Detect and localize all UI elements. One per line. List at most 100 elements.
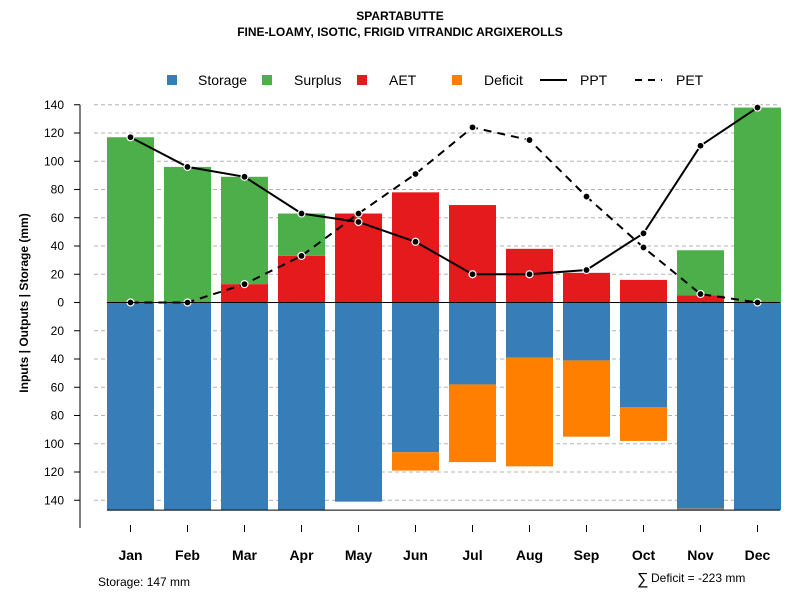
sum-symbol: ∑	[637, 571, 648, 588]
x-tick-label-jul: Jul	[462, 547, 482, 563]
y-tick-label: 20	[51, 324, 65, 338]
point-ppt-mar	[240, 172, 249, 181]
point-pet-aug	[525, 135, 534, 145]
storage-footer: Storage: 147 mm	[98, 575, 190, 589]
bar-aet-apr	[278, 255, 325, 303]
point-pet-mar	[240, 280, 249, 289]
point-ppt-may	[354, 217, 363, 227]
x-tick-label-nov: Nov	[687, 547, 714, 563]
x-tick-label-aug: Aug	[516, 547, 543, 563]
legend-swatch-storage	[167, 75, 177, 85]
bar-storage-feb	[164, 302, 211, 511]
legend-label-storage: Storage	[198, 72, 247, 88]
legend-swatch-deficit	[452, 75, 462, 85]
x-tick-label-apr: Apr	[289, 547, 314, 563]
bar-deficit-aug	[506, 357, 553, 467]
bar-surplus-dec	[734, 107, 781, 303]
point-pet-nov	[696, 289, 705, 299]
bars	[107, 107, 781, 511]
y-tick-label: 140	[44, 98, 64, 112]
deficit-footer: Deficit = -223 mm	[651, 571, 745, 585]
chart-title: SPARTABUTTE	[356, 9, 444, 23]
x-tick-label-jan: Jan	[118, 547, 142, 563]
y-tick-label: 140	[44, 493, 64, 507]
bar-deficit-jun	[392, 452, 439, 471]
point-ppt-oct	[639, 229, 648, 238]
bar-surplus-apr	[278, 213, 325, 256]
bar-storage-sep	[563, 302, 610, 361]
point-pet-sep	[582, 192, 591, 201]
y-tick-label: 100	[44, 437, 64, 451]
point-ppt-jul	[468, 270, 477, 279]
bar-surplus-jan	[107, 137, 154, 303]
y-tick-label: 60	[51, 211, 65, 225]
line-ppt	[130, 106, 759, 276]
bar-storage-may	[335, 302, 382, 502]
point-pet-oct	[639, 243, 648, 252]
y-tick-label: 40	[51, 239, 65, 253]
y-axis-label: Inputs | Outputs | Storage (mm)	[17, 213, 31, 392]
legend-swatch-aet	[357, 75, 367, 85]
bar-aet-nov	[677, 295, 724, 303]
point-pet-jun	[411, 169, 420, 179]
legend: Storage Surplus AET Deficit PPT PET	[167, 72, 704, 88]
legend-swatch-surplus	[262, 75, 272, 85]
x-tick-label-jun: Jun	[403, 547, 428, 563]
chart-subtitle: FINE-LOAMY, ISOTIC, FRIGID VITRANDIC ARG…	[237, 25, 563, 39]
bar-aet-jun	[392, 192, 439, 303]
y-tick-label: 120	[44, 126, 64, 140]
legend-label-aet: AET	[389, 72, 417, 88]
bar-surplus-feb	[164, 166, 211, 303]
x-tick-label-oct: Oct	[632, 547, 656, 563]
y-tick-label: 80	[51, 409, 65, 423]
x-tick-label-dec: Dec	[745, 547, 771, 563]
point-ppt-apr	[297, 209, 306, 218]
point-ppt-jun	[411, 237, 420, 246]
axes: 140 120 100 80 60 40 20 0 20 40 60 80 100 120 140 Jan Fe…	[44, 98, 780, 563]
y-tick-label: 60	[51, 380, 65, 394]
legend-label-surplus: Surplus	[294, 72, 341, 88]
y-tick-label: 0	[57, 296, 64, 310]
bar-storage-dec	[734, 302, 781, 511]
bar-storage-jul	[449, 302, 496, 385]
line-pet	[130, 126, 758, 304]
y-tick-label: 80	[51, 183, 65, 197]
point-pet-apr	[297, 251, 306, 260]
bar-storage-aug	[506, 302, 553, 358]
y-tick-label: 40	[51, 352, 65, 366]
bar-storage-mar	[221, 302, 268, 511]
y-tick-label: 120	[44, 465, 64, 479]
bar-surplus-nov	[677, 250, 724, 296]
bar-aet-sep	[563, 272, 610, 303]
point-ppt-dec	[753, 103, 762, 112]
bar-deficit-jul	[449, 384, 496, 463]
point-ppt-feb	[183, 162, 192, 171]
point-ppt-nov	[696, 141, 705, 150]
bar-deficit-sep	[563, 360, 610, 437]
bar-storage-jan	[107, 302, 154, 511]
y-tick-label: 20	[51, 267, 65, 281]
legend-label-pet: PET	[676, 72, 704, 88]
bar-deficit-oct	[620, 407, 667, 441]
bar-aet-jul	[449, 205, 496, 303]
bar-storage-nov	[677, 302, 724, 509]
point-ppt-aug	[525, 270, 534, 279]
x-tick-label-may: May	[345, 547, 372, 563]
bar-surplus-mar	[221, 176, 268, 285]
bar-storage-oct	[620, 302, 667, 408]
bar-aet-oct	[620, 279, 667, 303]
x-tick-label-sep: Sep	[574, 547, 600, 563]
x-tick-label-feb: Feb	[175, 547, 200, 563]
point-ppt-sep	[582, 265, 591, 275]
legend-label-ppt: PPT	[580, 72, 608, 88]
bar-deficit-nov	[677, 508, 724, 511]
y-tick-label: 100	[44, 154, 64, 168]
point-pet-jul	[468, 123, 477, 132]
bar-storage-apr	[278, 302, 325, 511]
point-ppt-jan	[126, 133, 135, 142]
legend-label-deficit: Deficit	[484, 72, 523, 88]
point-pet-may	[354, 209, 363, 218]
x-tick-label-mar: Mar	[232, 547, 257, 563]
bar-storage-jun	[392, 302, 439, 453]
